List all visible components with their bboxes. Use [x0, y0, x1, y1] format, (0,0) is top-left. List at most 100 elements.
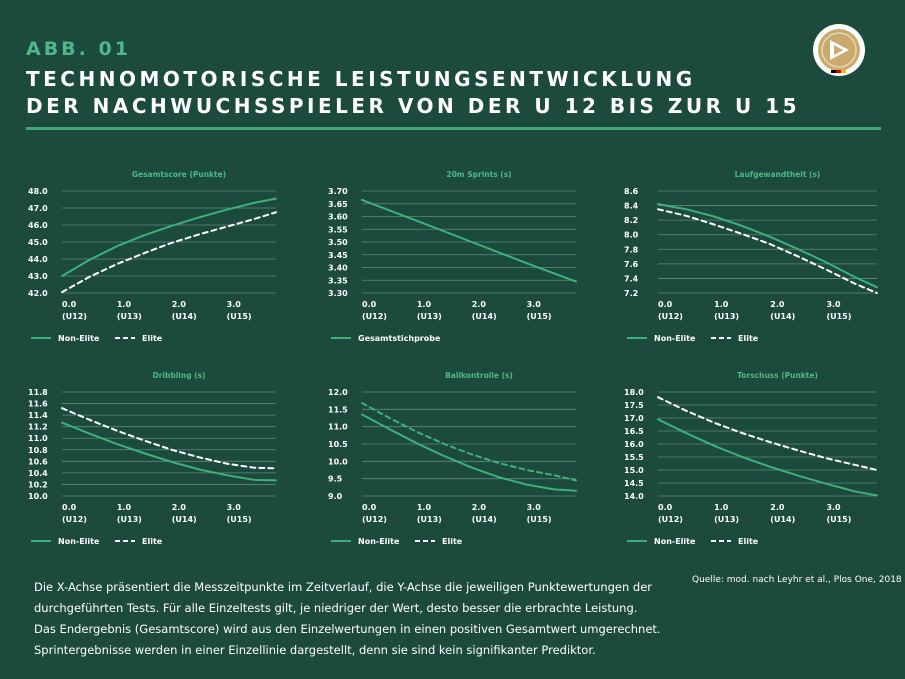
x-tick-label: (U14): [472, 515, 497, 524]
y-tick-label: 3.65: [328, 200, 348, 209]
chart-panel-3: [31, 391, 277, 542]
y-tick-label: 8.6: [624, 187, 639, 196]
y-tick-label: 9.5: [328, 475, 343, 484]
y-tick-label: 15.5: [624, 453, 644, 462]
y-tick-label: 14.5: [624, 479, 644, 488]
series-line-gesamtstichprobe: [361, 198, 577, 283]
title-line-1: TECHNOMOTORISCHE LEISTUNGSENTWICKLUNG: [26, 67, 696, 91]
chart-title: Laufgewandtheit (s): [735, 170, 821, 179]
x-tick-value: 2.0: [472, 503, 487, 512]
y-tick-label: 45.0: [28, 238, 48, 247]
y-tick-label: 3.30: [328, 289, 348, 298]
y-tick-label: 12.0: [328, 388, 348, 397]
title-divider: [26, 127, 881, 130]
x-tick-label: (U14): [770, 515, 795, 524]
legend-label: Elite: [738, 334, 759, 343]
x-tick-label: (U15): [826, 515, 851, 524]
y-tick-label: 3.45: [328, 251, 348, 260]
legend-label: Elite: [142, 537, 163, 546]
dfb-logo-icon: [813, 24, 865, 76]
footnote-line-2: durchgeführten Tests. Für alle Einzeltes…: [34, 601, 638, 615]
x-tick-value: 0.0: [62, 503, 77, 512]
x-tick-label: (U13): [417, 312, 442, 321]
y-tick-label: 7.8: [624, 245, 639, 254]
y-tick-label: 10.0: [28, 492, 48, 501]
y-tick-label: 3.70: [328, 187, 348, 196]
x-tick-label: (U13): [417, 515, 442, 524]
series-line-elite: [61, 211, 277, 294]
x-tick-label: (U12): [362, 515, 387, 524]
series-line-non-elite: [657, 418, 878, 497]
series-line-non-elite: [361, 413, 577, 492]
x-tick-label: (U13): [714, 515, 739, 524]
x-tick-label: (U14): [172, 515, 197, 524]
chart-title: Torschuss (Punkte): [737, 371, 818, 380]
footnote-line-4: Sprintergebnisse werden in einer Einzell…: [34, 643, 596, 657]
x-tick-value: 2.0: [172, 300, 187, 309]
x-tick-value: 1.0: [714, 503, 729, 512]
y-tick-label: 10.8: [28, 446, 48, 455]
y-tick-label: 17.5: [624, 401, 644, 410]
y-tick-label: 42.0: [28, 289, 48, 298]
y-tick-label: 8.4: [624, 202, 639, 211]
x-tick-label: (U12): [62, 312, 87, 321]
x-tick-label: (U12): [658, 312, 683, 321]
footnote-line-1: Die X-Achse präsentiert die Messzeitpunk…: [34, 580, 653, 594]
y-tick-label: 11.4: [28, 411, 48, 420]
y-tick-label: 3.35: [328, 276, 348, 285]
series-line-elite: [657, 396, 878, 471]
x-tick-label: (U13): [117, 312, 142, 321]
x-tick-label: (U15): [527, 515, 552, 524]
y-tick-label: 16.0: [624, 440, 644, 449]
y-tick-label: 11.8: [28, 388, 48, 397]
x-tick-value: 3.0: [826, 503, 841, 512]
x-tick-value: 1.0: [417, 300, 432, 309]
x-tick-label: (U15): [826, 312, 851, 321]
x-tick-value: 2.0: [172, 503, 187, 512]
x-tick-value: 3.0: [826, 300, 841, 309]
y-tick-label: 43.0: [28, 272, 48, 281]
series-line-non-elite: [61, 197, 277, 277]
y-tick-label: 15.0: [624, 466, 644, 475]
x-tick-label: (U12): [362, 312, 387, 321]
x-tick-value: 2.0: [472, 300, 487, 309]
y-tick-label: 10.4: [28, 469, 48, 478]
page-title: TECHNOMOTORISCHE LEISTUNGSENTWICKLUNG DE…: [26, 66, 800, 120]
y-tick-label: 11.2: [28, 423, 48, 432]
x-tick-value: 0.0: [362, 503, 377, 512]
series-line-elite: [61, 407, 277, 470]
series-line-non-elite: [61, 421, 277, 482]
y-tick-label: 10.5: [328, 440, 348, 449]
legend-label: Gesamtstichprobe: [358, 334, 441, 343]
y-tick-label: 3.55: [328, 225, 348, 234]
footnote: Die X-Achse präsentiert die Messzeitpunk…: [34, 577, 674, 661]
x-tick-value: 0.0: [362, 300, 377, 309]
y-tick-label: 46.0: [28, 221, 48, 230]
y-tick-label: 44.0: [28, 255, 48, 264]
y-tick-label: 11.5: [328, 405, 348, 414]
figure-label: ABB. 01: [26, 38, 131, 60]
x-tick-label: (U15): [527, 312, 552, 321]
x-tick-label: (U14): [172, 312, 197, 321]
y-tick-label: 3.60: [328, 213, 348, 222]
y-tick-label: 48.0: [28, 187, 48, 196]
y-tick-label: 10.0: [328, 457, 348, 466]
chart-panel-0: [31, 190, 277, 339]
footnote-line-3: Das Endergebnis (Gesamtscore) wird aus d…: [34, 622, 661, 636]
y-tick-label: 8.2: [624, 216, 638, 225]
chart-title: Dribbling (s): [152, 371, 205, 380]
x-tick-value: 0.0: [658, 300, 673, 309]
x-tick-label: (U14): [770, 312, 795, 321]
x-tick-value: 2.0: [770, 300, 785, 309]
y-tick-label: 11.0: [328, 423, 348, 432]
x-tick-value: 3.0: [527, 300, 542, 309]
y-tick-label: 3.50: [328, 238, 348, 247]
series-line-elite: [657, 208, 878, 294]
y-tick-label: 9.0: [328, 492, 343, 501]
x-tick-value: 3.0: [227, 300, 242, 309]
x-tick-value: 0.0: [62, 300, 77, 309]
x-tick-value: 3.0: [227, 503, 242, 512]
chart-title: 20m Sprints (s): [446, 170, 511, 179]
x-tick-value: 1.0: [417, 503, 432, 512]
